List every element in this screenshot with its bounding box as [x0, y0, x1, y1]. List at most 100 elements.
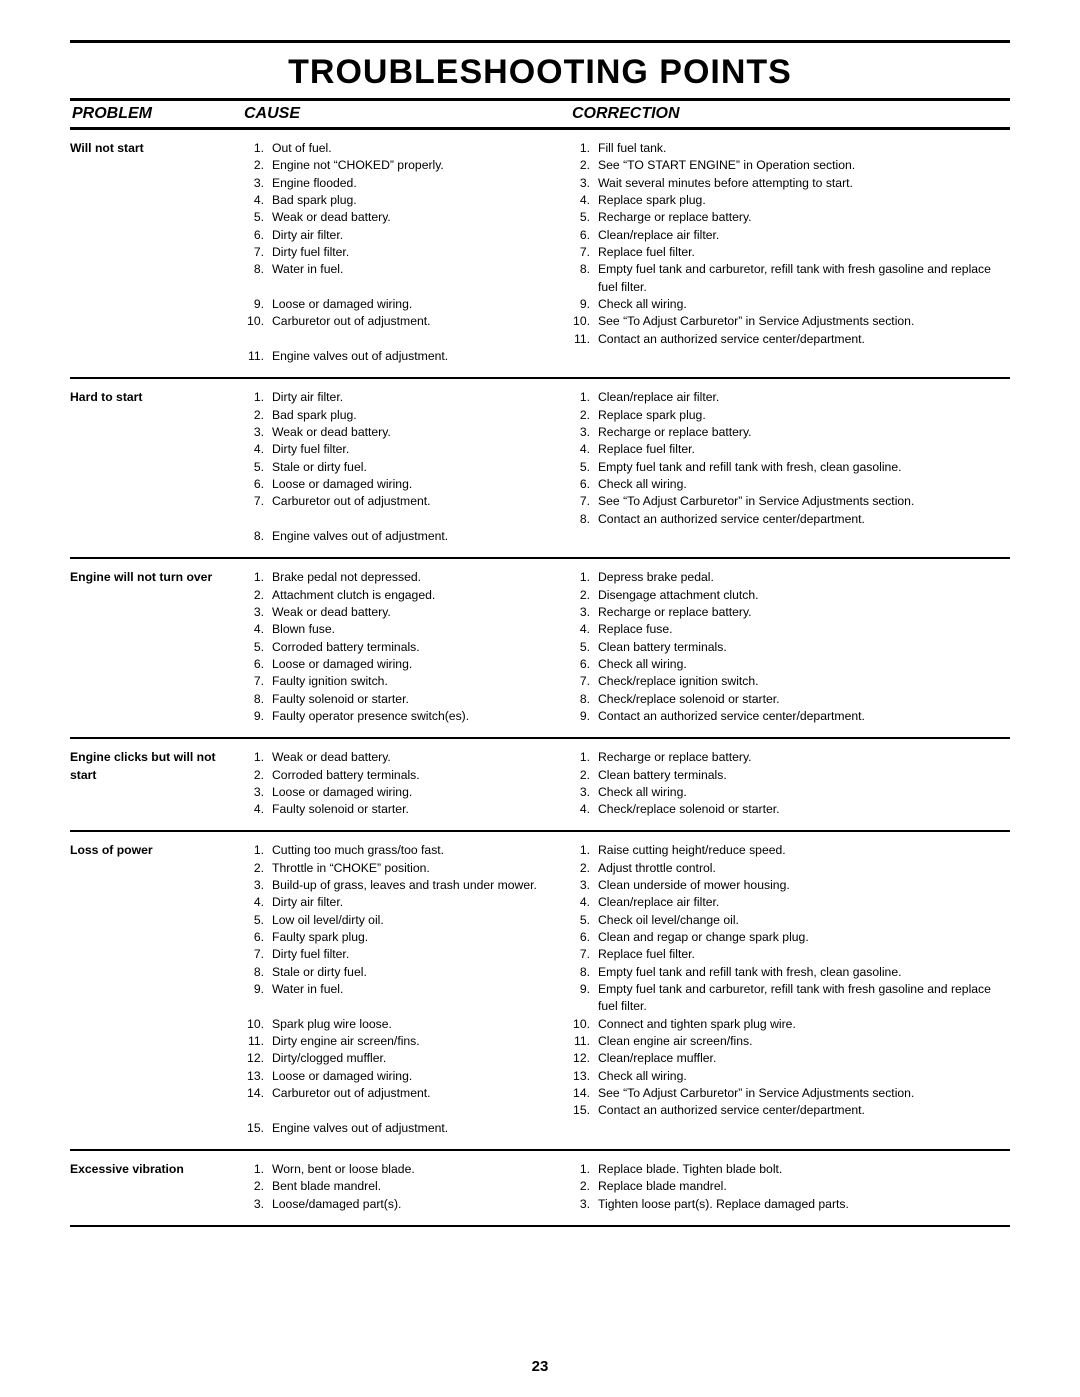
item-text: Clean/replace air filter.: [598, 389, 1010, 406]
item-text: Carburetor out of adjustment.: [272, 1085, 554, 1102]
item-number: 3.: [238, 604, 272, 621]
item-text: Bad spark plug.: [272, 407, 554, 424]
list-item: 10.Spark plug wire loose.: [238, 1016, 554, 1033]
list-item: 3.Loose/damaged part(s).: [238, 1196, 554, 1213]
item-number: 6.: [238, 929, 272, 946]
table-row: Excessive vibration1.Worn, bent or loose…: [70, 1151, 1010, 1227]
item-number: 3.: [564, 175, 598, 192]
list-item: 13.Check all wiring.: [564, 1068, 1010, 1085]
item-text: Contact an authorized service center/dep…: [598, 511, 1010, 528]
item-number: 9.: [564, 708, 598, 725]
item-text: Clean/replace air filter.: [598, 227, 1010, 244]
table-row: Engine clicks but will not start1.Weak o…: [70, 739, 1010, 832]
item-number: 10.: [564, 313, 598, 330]
item-number: 1.: [238, 1161, 272, 1178]
item-number: 1.: [238, 140, 272, 157]
list-item: 2.Clean battery terminals.: [564, 767, 1010, 784]
item-number: 11.: [564, 331, 598, 348]
list-item: 5.Empty fuel tank and refill tank with f…: [564, 459, 1010, 476]
item-number: 8.: [564, 261, 598, 278]
list-item: 3.Tighten loose part(s). Replace damaged…: [564, 1196, 1010, 1213]
item-text: Check oil level/change oil.: [598, 912, 1010, 929]
item-number: 6.: [564, 227, 598, 244]
item-number: 10.: [564, 1016, 598, 1033]
item-text: Replace blade mandrel.: [598, 1178, 1010, 1195]
list-item: 5.Recharge or replace battery.: [564, 209, 1010, 226]
list-item: 2.Throttle in “CHOKE” position.: [238, 860, 554, 877]
item-text: Contact an authorized service center/dep…: [598, 1102, 1010, 1119]
item-number: 1.: [238, 842, 272, 859]
item-number: 2.: [238, 860, 272, 877]
page-title: TROUBLESHOOTING POINTS: [70, 53, 1010, 92]
item-text: Blown fuse.: [272, 621, 554, 638]
item-text: Dirty fuel filter.: [272, 946, 554, 963]
header-problem: PROBLEM: [70, 101, 238, 127]
list-item: 7.Replace fuel filter.: [564, 946, 1010, 963]
item-number: 3.: [564, 604, 598, 621]
cause-column: 1.Dirty air filter.2.Bad spark plug.3.We…: [238, 389, 564, 545]
item-text: Faulty solenoid or starter.: [272, 691, 554, 708]
item-number: 2.: [564, 587, 598, 604]
item-number: 8.: [238, 691, 272, 708]
item-number: 2.: [238, 767, 272, 784]
list-item: 3.Build-up of grass, leaves and trash un…: [238, 877, 554, 894]
item-text: Loose or damaged wiring.: [272, 656, 554, 673]
list-item: 1.Replace blade. Tighten blade bolt.: [564, 1161, 1010, 1178]
list-item: 11.Contact an authorized service center/…: [564, 331, 1010, 348]
item-number: 1.: [564, 1161, 598, 1178]
item-text: Fill fuel tank.: [598, 140, 1010, 157]
list-item: 6.Check all wiring.: [564, 656, 1010, 673]
item-text: Raise cutting height/reduce speed.: [598, 842, 1010, 859]
list-item: 4.Replace spark plug.: [564, 192, 1010, 209]
item-number: 4.: [564, 621, 598, 638]
list-item: 3.Recharge or replace battery.: [564, 604, 1010, 621]
item-number: 9.: [238, 981, 272, 998]
list-item: 4.Replace fuel filter.: [564, 441, 1010, 458]
list-item: 4.Replace fuse.: [564, 621, 1010, 638]
item-number: 14.: [564, 1085, 598, 1102]
list-item: [238, 998, 554, 1015]
item-number: 13.: [238, 1068, 272, 1085]
table-row: Engine will not turn over1.Brake pedal n…: [70, 559, 1010, 739]
list-item: 1.Raise cutting height/reduce speed.: [564, 842, 1010, 859]
item-text: Stale or dirty fuel.: [272, 459, 554, 476]
item-number: 2.: [238, 587, 272, 604]
item-number: 2.: [564, 407, 598, 424]
cause-column: 1.Out of fuel.2.Engine not “CHOKED” prop…: [238, 140, 564, 365]
item-text: Check all wiring.: [598, 296, 1010, 313]
item-number: 2.: [238, 407, 272, 424]
item-number: 2.: [564, 860, 598, 877]
list-item: 8.Faulty solenoid or starter.: [238, 691, 554, 708]
list-item: 12.Clean/replace muffler.: [564, 1050, 1010, 1067]
item-text: Weak or dead battery.: [272, 749, 554, 766]
list-item: 2.See “TO START ENGINE” in Operation sec…: [564, 157, 1010, 174]
item-text: Clean engine air screen/fins.: [598, 1033, 1010, 1050]
item-number: 6.: [238, 476, 272, 493]
item-number: 3.: [238, 784, 272, 801]
item-text: See “TO START ENGINE” in Operation secti…: [598, 157, 1010, 174]
list-item: 3.Recharge or replace battery.: [564, 424, 1010, 441]
list-item: 3.Clean underside of mower housing.: [564, 877, 1010, 894]
item-text: Corroded battery terminals.: [272, 767, 554, 784]
list-item: 10.See “To Adjust Carburetor” in Service…: [564, 313, 1010, 330]
item-number: 2.: [564, 1178, 598, 1195]
list-item: 3.Check all wiring.: [564, 784, 1010, 801]
item-number: 1.: [564, 140, 598, 157]
problem-label: Will not start: [70, 140, 238, 365]
item-number: 4.: [238, 894, 272, 911]
cause-column: 1.Weak or dead battery.2.Corroded batter…: [238, 749, 564, 818]
item-text: Empty fuel tank and refill tank with fre…: [598, 964, 1010, 981]
item-text: Loose or damaged wiring.: [272, 784, 554, 801]
item-text: Dirty fuel filter.: [272, 441, 554, 458]
item-text: Engine valves out of adjustment.: [272, 348, 554, 365]
list-item: 2.Bad spark plug.: [238, 407, 554, 424]
item-number: 3.: [238, 175, 272, 192]
item-text: Check all wiring.: [598, 1068, 1010, 1085]
list-item: 9.Loose or damaged wiring.: [238, 296, 554, 313]
list-item: 14.See “To Adjust Carburetor” in Service…: [564, 1085, 1010, 1102]
item-number: 4.: [238, 192, 272, 209]
header-correction: CORRECTION: [566, 101, 1010, 127]
item-text: Clean and regap or change spark plug.: [598, 929, 1010, 946]
item-number: 3.: [564, 1196, 598, 1213]
item-number: 2.: [238, 157, 272, 174]
